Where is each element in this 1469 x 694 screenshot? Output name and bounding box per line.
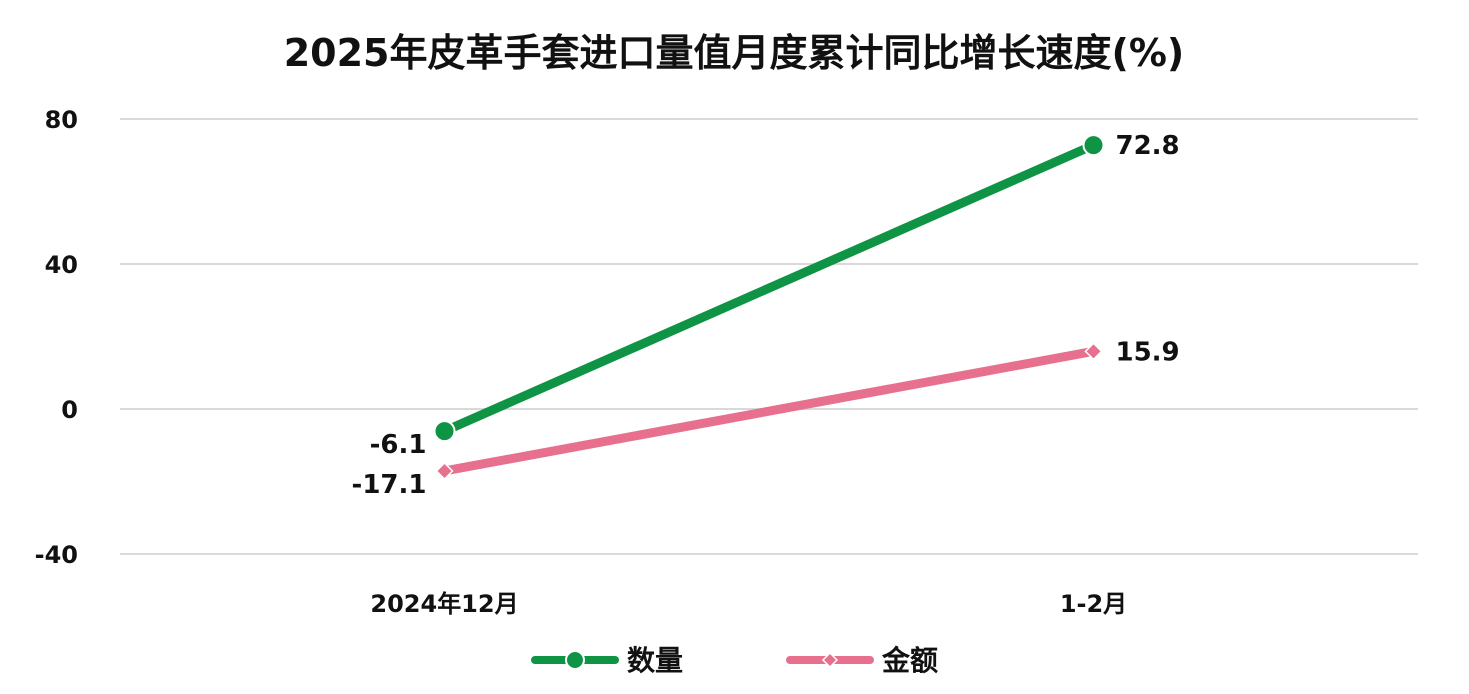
y-axis-ticks: 80 40 0 -40 [35, 106, 78, 569]
y-tick-label: -40 [35, 541, 78, 569]
data-label: 72.8 [1116, 131, 1180, 161]
data-point [565, 650, 585, 670]
series-line-2 [440, 346, 1098, 476]
x-category-label: 1-2月 [1060, 590, 1127, 618]
x-category-label: 2024年12月 [370, 590, 518, 618]
legend-label: 金额 [881, 644, 938, 677]
y-tick-label: 40 [45, 251, 78, 279]
gridlines [120, 118, 1418, 555]
data-point [821, 651, 839, 669]
data-labels: -6.1 72.8 -17.1 15.9 [352, 131, 1180, 500]
legend-label: 数量 [627, 644, 683, 677]
series-line-1 [440, 140, 1098, 436]
chart-title: 2025年皮革手套进口量值月度累计同比增长速度(%) [284, 31, 1185, 75]
data-point [1082, 134, 1105, 157]
data-point [435, 461, 454, 481]
legend-item: 金额 [786, 644, 938, 677]
data-point [1084, 342, 1103, 361]
data-label: -17.1 [352, 470, 427, 500]
series-lines [433, 134, 1105, 481]
data-label: -6.1 [370, 430, 427, 460]
data-point [433, 420, 456, 443]
data-label: 15.9 [1116, 337, 1180, 367]
y-tick-label: 80 [45, 106, 78, 134]
legend-item: 数量 [531, 644, 683, 677]
legend: 数量 金额 [531, 644, 938, 677]
x-axis-categories: 2024年12月 1-2月 [370, 590, 1127, 618]
y-tick-label: 0 [61, 396, 78, 424]
